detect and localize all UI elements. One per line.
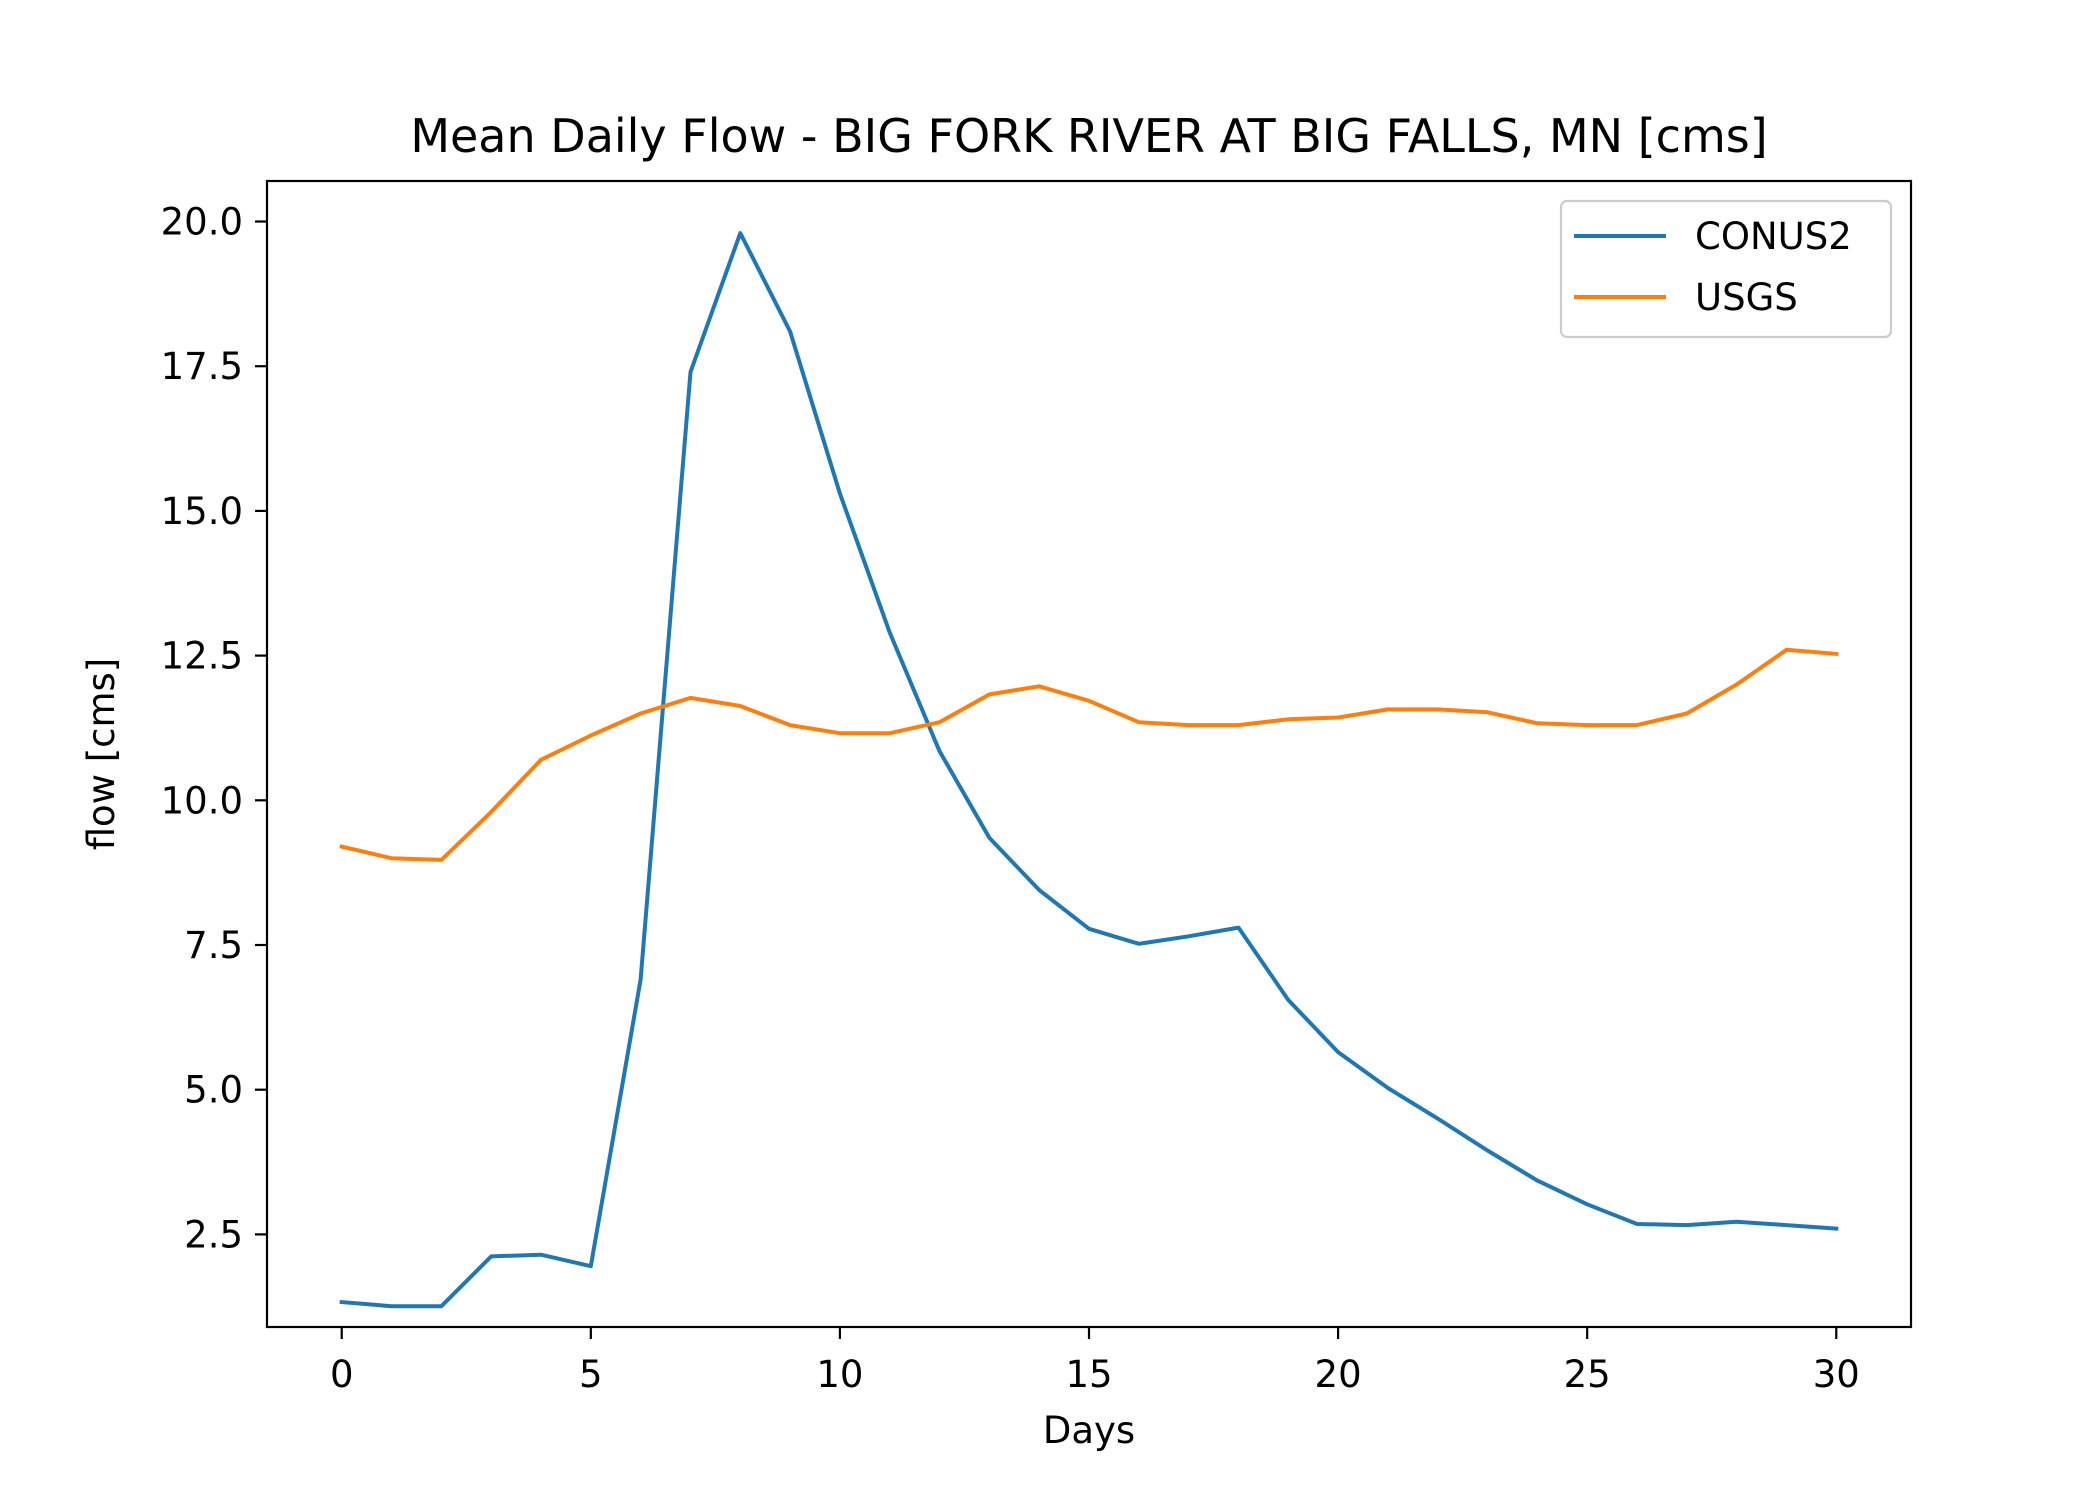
x-tick-label: 10 [816,1353,863,1396]
y-tick-label: 15.0 [161,490,243,533]
x-axis: 0 5 10 15 20 25 30 [330,1327,1860,1396]
y-axis: 2.5 5.0 7.5 10.0 12.5 15.0 17.5 20.0 [161,201,267,1256]
y-axis-label: flow [cms] [80,658,123,851]
y-tick-label: 17.5 [161,345,243,388]
legend-label-usgs: USGS [1695,276,1798,319]
x-tick-label: 30 [1813,1353,1860,1396]
y-tick-label: 10.0 [161,779,243,822]
legend: CONUS2 USGS [1559,199,1893,339]
series-line-conus2 [339,231,1839,1309]
y-tick-label: 5.0 [184,1069,243,1112]
x-tick-label: 0 [330,1353,354,1396]
x-tick-label: 20 [1315,1353,1362,1396]
x-tick-label: 15 [1065,1353,1112,1396]
series-line-usgs [339,647,1839,862]
legend-label-conus2: CONUS2 [1695,215,1852,258]
y-tick-label: 7.5 [184,924,243,967]
y-tick-label: 20.0 [161,201,243,244]
y-tick-label: 2.5 [184,1213,243,1256]
x-tick-label: 25 [1564,1353,1611,1396]
y-tick-label: 12.5 [161,635,243,678]
plot-area [339,231,1839,1309]
chart-title: Mean Daily Flow - BIG FORK RIVER AT BIG … [410,109,1767,163]
axes-frame [265,179,1913,1329]
x-axis-label: Days [1043,1409,1135,1452]
x-tick-label: 5 [579,1353,603,1396]
